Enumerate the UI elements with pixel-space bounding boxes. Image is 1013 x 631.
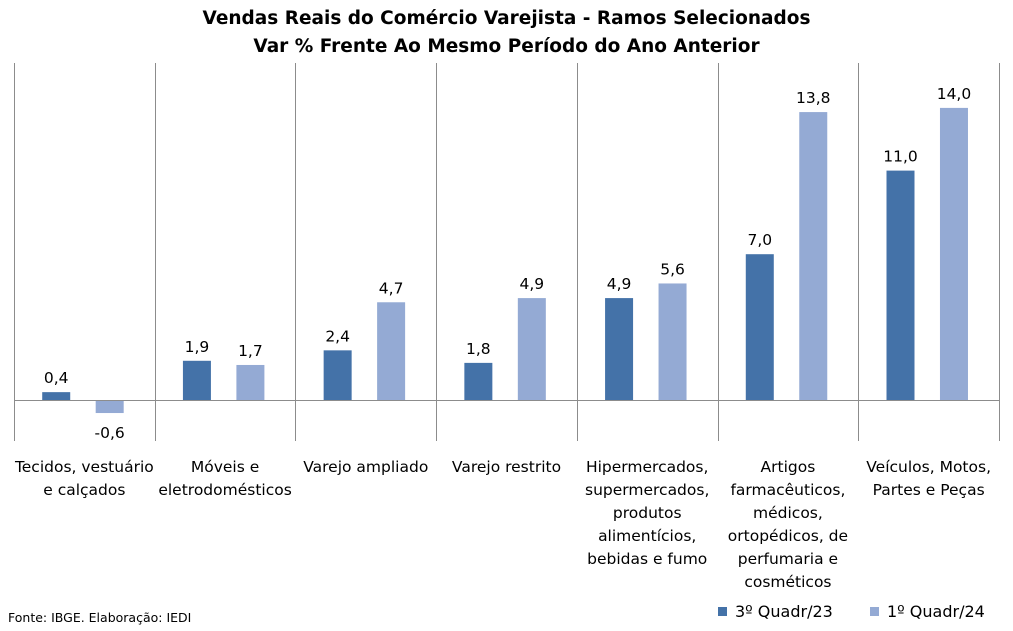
bar-series-2	[95, 400, 124, 414]
data-label: 4,7	[379, 279, 404, 297]
data-label: -0,6	[95, 424, 125, 442]
bar-series-2	[939, 107, 968, 401]
legend-item-series-2: 1º Quadr/24	[870, 602, 985, 621]
bar-series-2	[236, 364, 265, 401]
legend-swatch-series-1	[718, 607, 727, 616]
category-label: Artigos farmacêuticos, médicos, ortopédi…	[727, 458, 849, 591]
data-label: 1,8	[466, 340, 491, 358]
bar-series-1	[886, 170, 915, 401]
data-label: 1,9	[185, 338, 210, 356]
category-label: Varejo restrito	[451, 458, 562, 476]
chart-title: Vendas Reais do Comércio Varejista - Ram…	[202, 8, 811, 29]
bar-series-2	[799, 112, 828, 401]
chart-subtitle: Var % Frente Ao Mesmo Período do Ano Ant…	[253, 36, 760, 57]
data-label: 0,4	[44, 369, 69, 387]
category-label: Hipermercados, supermercados, produtos a…	[585, 458, 710, 568]
legend-label-series-1: 3º Quadr/23	[735, 602, 833, 621]
data-label: 7,0	[747, 231, 772, 249]
legend-item-series-1: 3º Quadr/23	[718, 602, 833, 621]
data-label: 11,0	[883, 148, 918, 166]
bar-series-2	[377, 302, 406, 401]
bar-series-1	[182, 360, 211, 401]
data-label: 2,4	[325, 327, 350, 345]
data-label: 1,7	[238, 342, 263, 360]
data-label: 4,9	[607, 275, 632, 293]
category-label: Tecidos, vestuário e calçados	[14, 458, 154, 499]
bar-series-1	[464, 362, 493, 401]
legend-swatch-series-2	[870, 607, 879, 616]
category-label: Móveis e eletrodomésticos	[158, 458, 292, 499]
legend-label-series-2: 1º Quadr/24	[887, 602, 985, 621]
source-note: Fonte: IBGE. Elaboração: IEDI	[8, 610, 192, 625]
bar-series-2	[517, 298, 546, 401]
bar-series-1	[42, 392, 71, 401]
category-label: Varejo ampliado	[303, 458, 429, 476]
bar-series-1	[605, 298, 634, 401]
data-label: 4,9	[520, 275, 545, 293]
data-label: 14,0	[937, 85, 972, 103]
data-label: 13,8	[796, 89, 831, 107]
bar-series-1	[323, 350, 352, 401]
data-label: 5,6	[660, 260, 685, 278]
bar-series-2	[658, 283, 687, 401]
category-label: Veículos, Motos, Partes e Peças	[866, 458, 991, 499]
bar-series-1	[745, 254, 774, 401]
